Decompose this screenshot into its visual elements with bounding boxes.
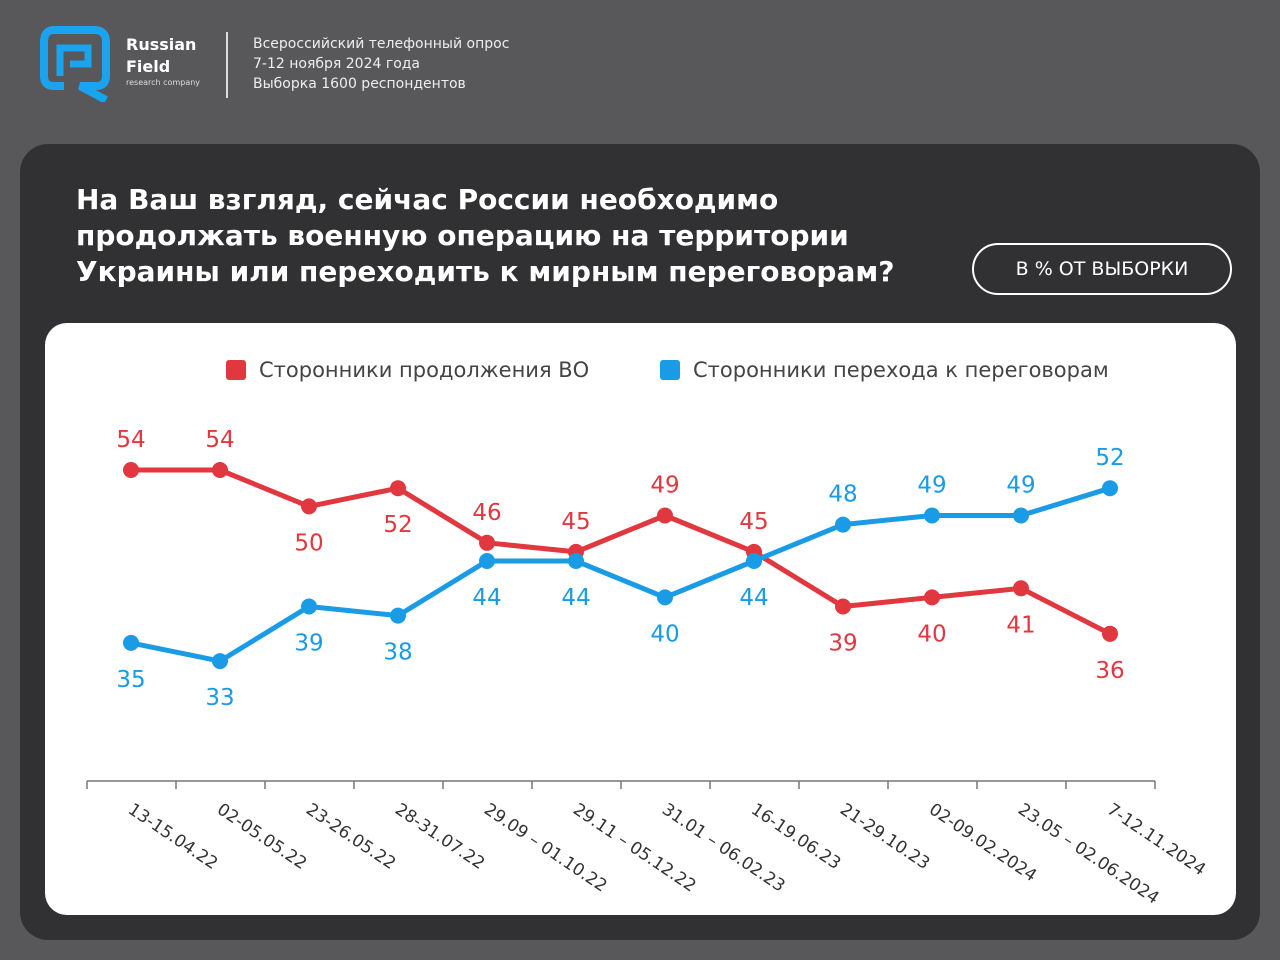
data-point	[212, 462, 228, 478]
data-point	[390, 607, 406, 624]
data-label: 44	[472, 585, 501, 611]
brand-line1: Russian	[126, 35, 197, 54]
data-point	[123, 634, 139, 651]
data-point	[123, 462, 139, 478]
data-label: 33	[205, 685, 234, 711]
meta-line: Всероссийский телефонный опрос	[253, 36, 510, 52]
legend-swatch	[660, 360, 680, 380]
unit-badge: В % ОТ ВЫБОРКИ	[972, 243, 1232, 295]
data-label: 40	[650, 621, 679, 647]
data-point	[390, 480, 406, 497]
data-label: 54	[116, 427, 145, 453]
x-tick-label: 21-29.10.23	[836, 800, 933, 874]
data-point	[835, 516, 851, 533]
data-point	[1102, 480, 1118, 497]
chart-card	[45, 323, 1236, 915]
data-label: 50	[294, 530, 323, 556]
legend-label: Сторонники перехода к переговорам	[693, 358, 1109, 382]
meta-line: Выборка 1600 респондентов	[253, 76, 466, 92]
question-title: На Ваш взгляд, сейчас России необходимо …	[76, 183, 895, 288]
data-point	[746, 553, 762, 569]
data-label: 36	[1095, 658, 1124, 684]
data-point	[1013, 507, 1029, 524]
x-tick-label: 13-15.04.22	[124, 800, 221, 874]
data-point	[924, 507, 940, 524]
data-label: 44	[739, 585, 768, 611]
series-line	[131, 467, 1112, 637]
x-tick-label: 28-31.07.22	[391, 800, 488, 874]
data-point	[1013, 580, 1029, 597]
divider	[226, 32, 228, 98]
data-label: 41	[1006, 612, 1035, 638]
data-label: 48	[828, 482, 857, 508]
data-label: 49	[1006, 473, 1035, 499]
data-label: 39	[294, 631, 323, 657]
legend-swatch	[226, 360, 246, 380]
data-label: 39	[828, 631, 857, 657]
data-label: 40	[917, 621, 946, 647]
x-tick-label: 02-05.05.22	[213, 800, 310, 874]
data-label: 45	[739, 509, 768, 535]
russian-field-logo	[40, 26, 110, 102]
data-point	[301, 498, 317, 515]
series-line	[130, 485, 1111, 664]
data-label: 52	[383, 512, 412, 538]
data-label: 38	[383, 640, 412, 666]
data-point	[657, 589, 673, 606]
data-point	[924, 589, 940, 606]
data-point	[835, 598, 851, 615]
data-point	[301, 598, 317, 615]
data-label: 46	[472, 500, 501, 526]
brand-line2: Field	[126, 57, 171, 76]
data-label: 49	[650, 473, 679, 499]
data-point	[479, 534, 495, 551]
brand-sub: research company	[126, 78, 201, 87]
data-label: 52	[1095, 445, 1124, 471]
data-point	[568, 553, 584, 569]
data-point	[1102, 625, 1118, 642]
data-label: 49	[917, 473, 946, 499]
data-label: 35	[116, 667, 145, 693]
data-point	[479, 553, 495, 569]
data-point	[657, 507, 673, 524]
data-label: 44	[561, 585, 590, 611]
survey-meta: Всероссийский телефонный опрос 7-12 нояб…	[253, 34, 509, 94]
brand-name: Russian Field research company	[126, 34, 200, 88]
meta-line: 7-12 ноября 2024 года	[253, 56, 421, 72]
data-label: 45	[561, 509, 590, 535]
data-point	[212, 653, 228, 670]
data-label: 54	[205, 427, 234, 453]
legend-label: Сторонники продолжения ВО	[259, 358, 589, 382]
x-tick-label: 23-26.05.22	[302, 800, 399, 874]
